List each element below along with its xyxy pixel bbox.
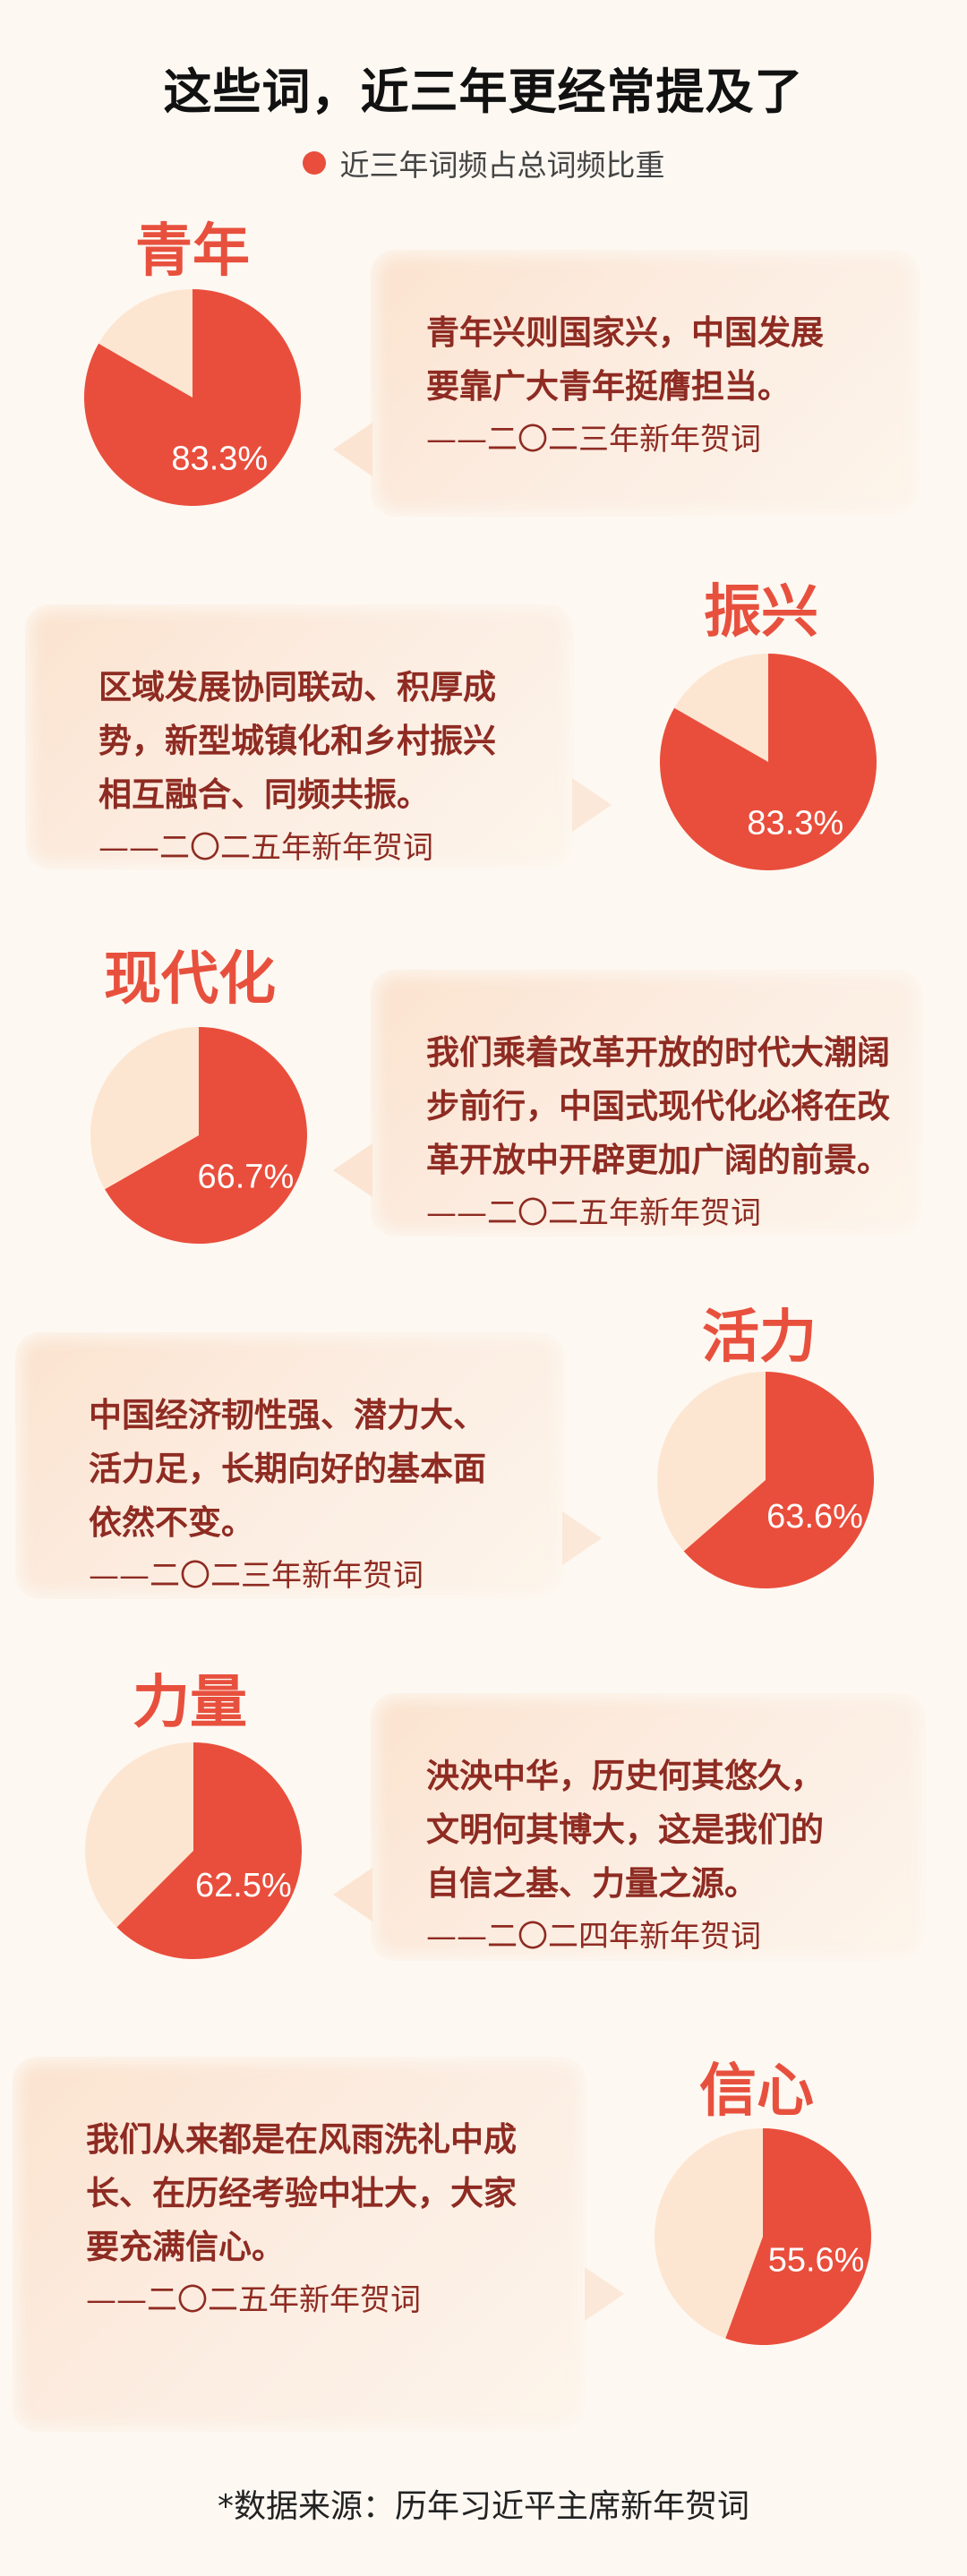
quote-line: 青年兴则国家兴，中国发展 [426,312,824,352]
bubble-tail [562,1511,602,1565]
footnote: *数据来源：历年习近平主席新年贺词 [217,2488,749,2525]
quote-source: ——二〇二五年新年贺词 [426,1195,761,1231]
bubble-tail [572,778,612,832]
quote-bubble [371,250,920,517]
term-label: 活力 [702,1304,817,1371]
quote-text: 泱泱中华，历史何其悠久， 文明何其博大，这是我们的 自信之基、力量之源。 ——二〇二四… [426,1749,824,1964]
quote-bubble [371,1693,926,1961]
bubble-tail [333,1868,372,1921]
quote-text: 我们从来都是在风雨洗礼中成 长、在历经考验中壮大，大家 要充满信心。 ——二〇二五年新… [86,2112,517,2327]
quote-bubble [15,1332,565,1599]
term-label: 振兴 [704,578,818,646]
quote-text: 青年兴则国家兴，中国发展 要靠广大青年挺膺担当。 ——二〇二三年新年贺词 [426,305,824,466]
quote-source: ——二〇二五年新年贺词 [98,830,433,866]
pie-data-label: 83.3% [171,440,268,477]
term-label: 现代化 [104,946,276,1013]
legend-swatch [302,151,326,175]
quote-source: ——二〇二四年新年贺词 [426,1919,761,1955]
quote-bubble [371,970,923,1237]
quote-text: 中国经济韧性强、潜力大、 活力足，长期向好的基本面 依然不变。 ——二〇二三年新年贺词 [89,1388,486,1603]
pie-data-label: 62.5% [195,1867,292,1904]
pie-slice-share [725,2128,871,2345]
quote-line: 步前行，中国式现代化必将在改 [426,1086,890,1125]
page-title: 这些词，近三年更经常提及了 [163,64,804,120]
quote-bubble [13,2057,586,2432]
quote-line: 革开放中开辟更加广阔的前景。 [426,1140,890,1179]
quote-line: 长、在历经考验中壮大，大家 [86,2173,517,2212]
quote-line: 泱泱中华，历史何其悠久， [426,1756,824,1795]
pie-slice-share [683,1372,874,1588]
quote-line: 自信之基、力量之源。 [426,1863,757,1903]
quote-line: 我们从来都是在风雨洗礼中成 [86,2119,517,2159]
quote-line: 我们乘着改革开放的时代大潮阔 [426,1032,890,1072]
pie-data-label: 63.6% [766,1498,863,1536]
pie-slice-share [116,1742,303,1959]
quote-line: 要充满信心。 [86,2227,285,2266]
quote-line: 要靠广大青年挺膺担当。 [426,366,791,406]
quote-source: ——二〇二三年新年贺词 [89,1558,424,1594]
pie-slice-share [83,289,301,506]
bubble-tail [333,423,372,476]
bubble-tail [333,1143,372,1197]
quote-source: ——二〇二三年新年贺词 [426,422,761,458]
bubble-tail [585,2267,624,2321]
quote-line: 相互融合、同频共振。 [98,775,430,814]
quote-line: 中国经济韧性强、潜力大、 [89,1395,486,1434]
term-label: 青年 [135,218,250,285]
quote-line: 文明何其博大，这是我们的 [426,1810,824,1849]
term-label: 力量 [133,1669,247,1736]
quote-line: 势，新型城镇化和乡村振兴 [98,721,496,760]
quote-text: 区域发展协同联动、积厚成 势，新型城镇化和乡村振兴 相互融合、同频共振。 ——二〇二五… [98,660,496,875]
quote-line: 依然不变。 [89,1502,254,1542]
pie-slice-share [660,654,877,870]
term-label: 信心 [699,2058,814,2125]
legend-label: 近三年词频占总词频比重 [339,148,665,183]
quote-line: 活力足，长期向好的基本面 [89,1449,486,1488]
quote-text: 我们乘着改革开放的时代大潮阔 步前行，中国式现代化必将在改 革开放中开辟更加广阔的前… [426,1025,890,1240]
legend: 近三年词频占总词频比重 [0,141,967,184]
pie-data-label: 83.3% [747,804,843,842]
pie-data-label: 66.7% [197,1158,294,1195]
quote-bubble [25,604,574,869]
quote-line: 区域发展协同联动、积厚成 [98,667,496,706]
quote-source: ——二〇二五年新年贺词 [86,2282,421,2318]
pie-data-label: 55.6% [768,2242,865,2280]
pie-slice-share [105,1027,307,1245]
